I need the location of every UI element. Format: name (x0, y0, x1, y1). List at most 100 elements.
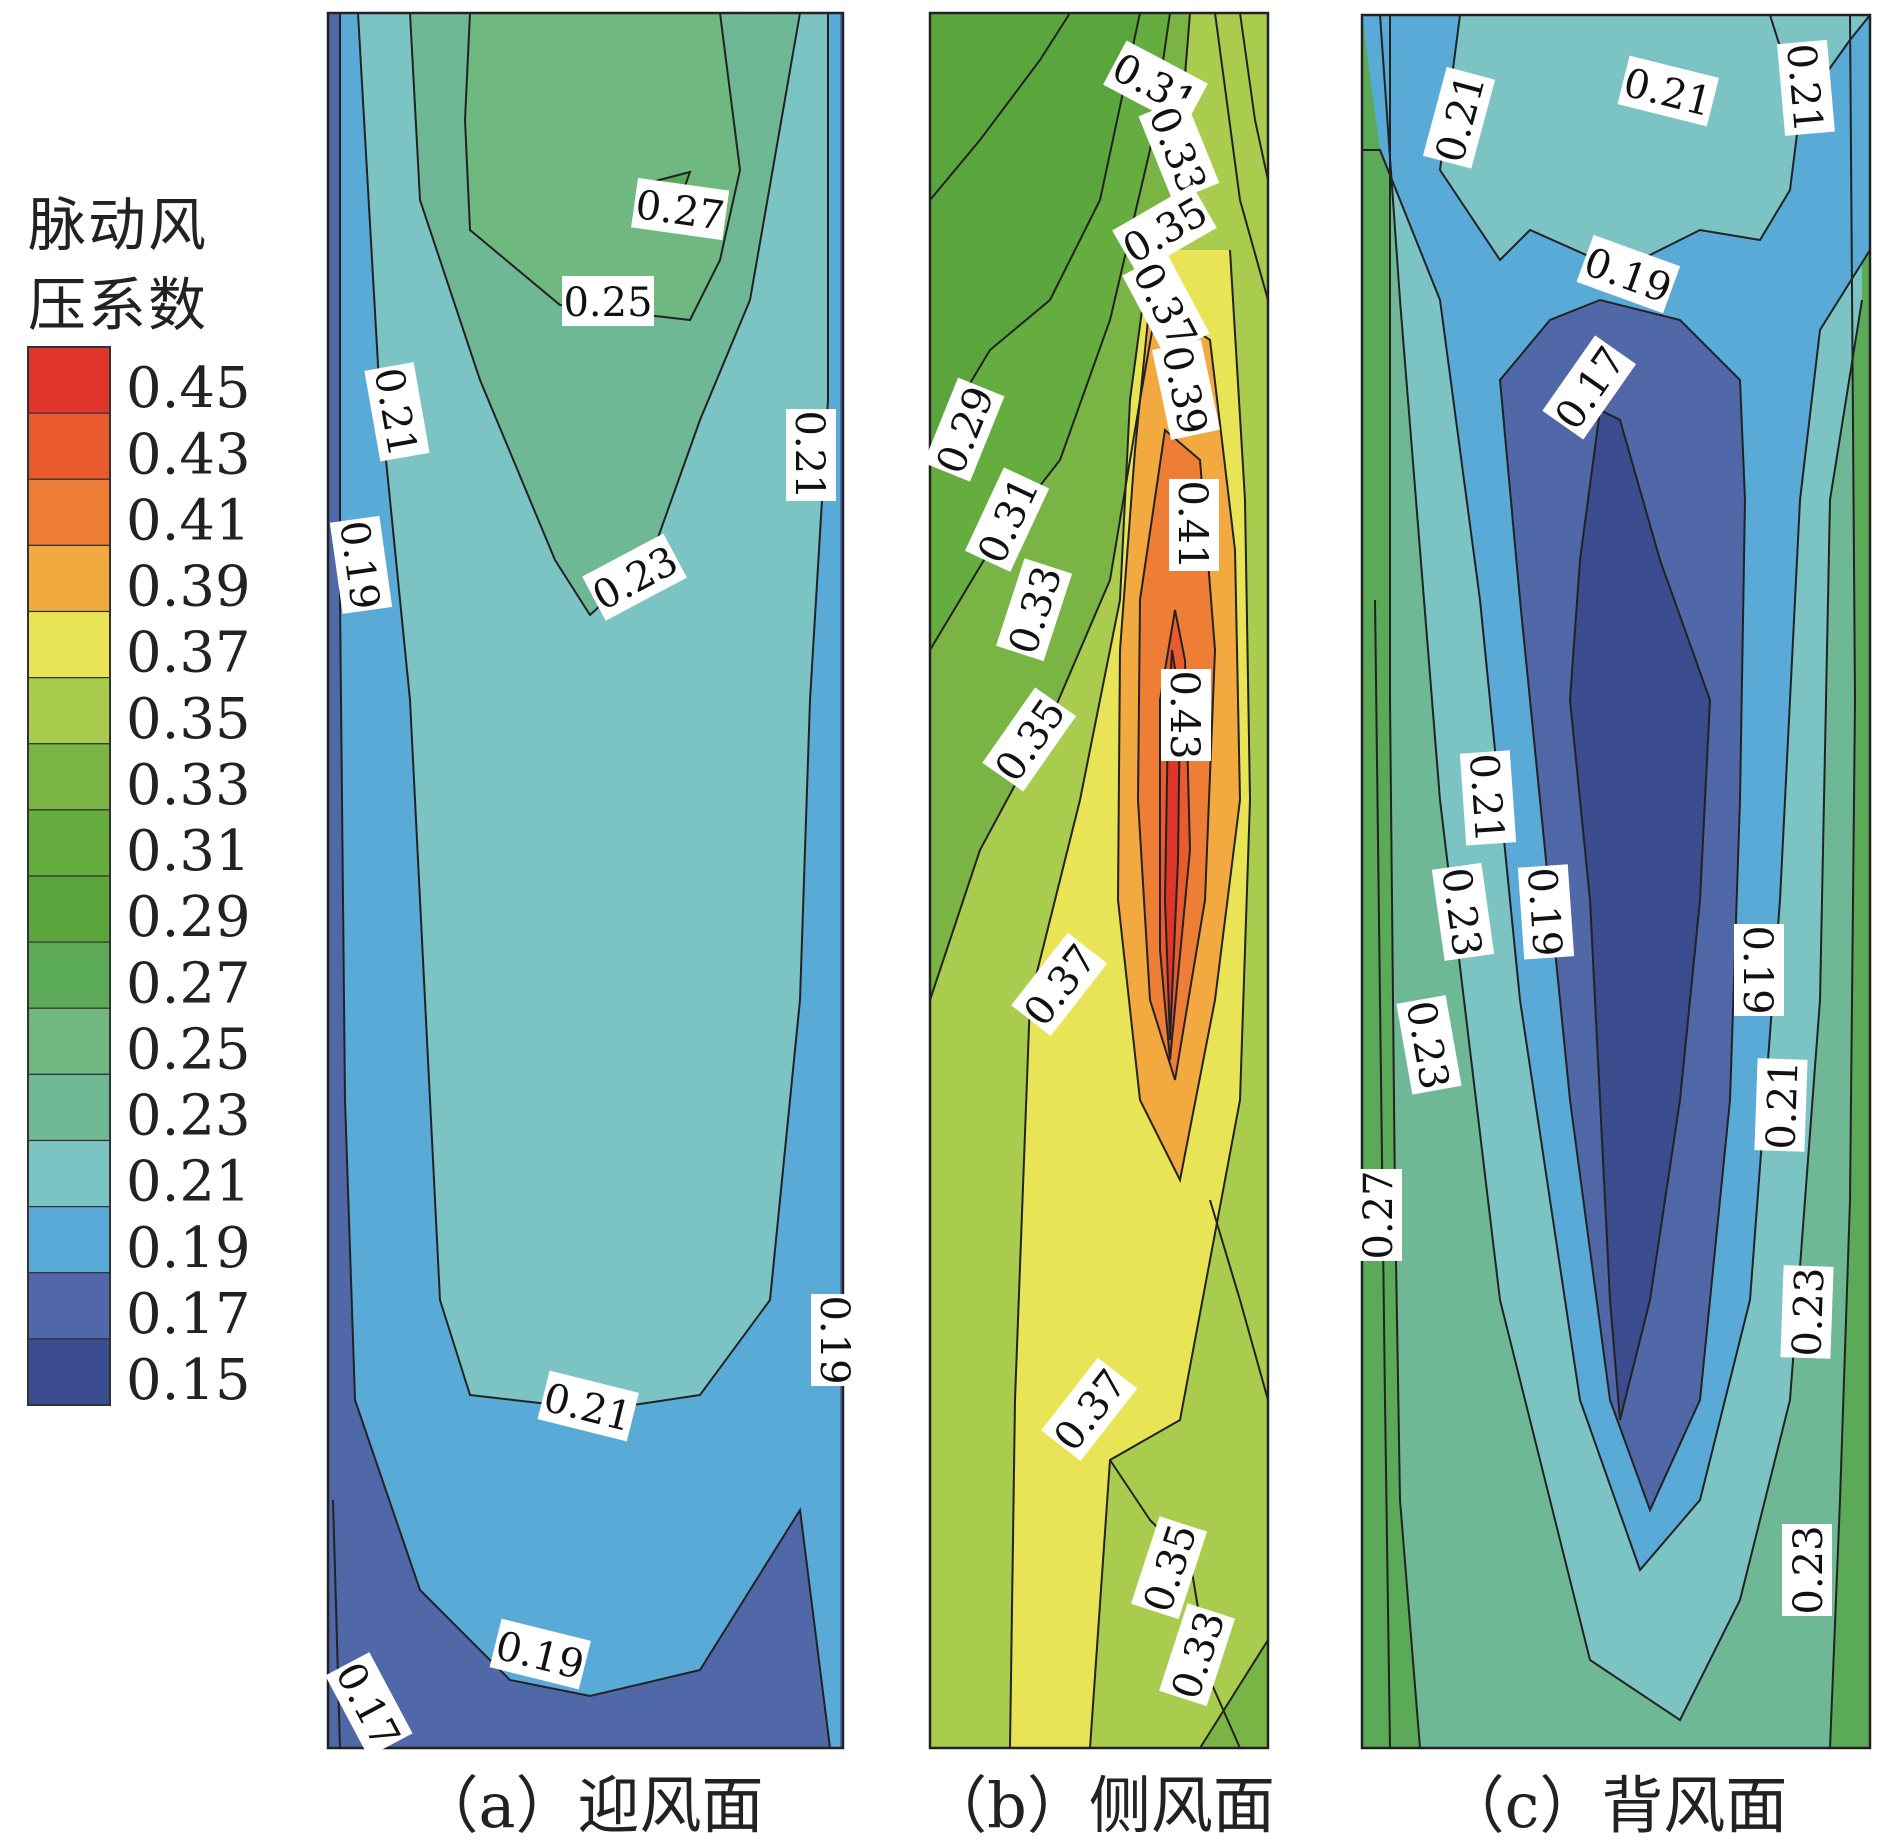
contour-label-bg (1734, 924, 1784, 1016)
contour-label-bg (1517, 864, 1575, 960)
panel-leeward: 0.21 0.21 0.210.190.170.210.23 0.190.190.23… (1352, 13, 1872, 1750)
zone-0.15 (1570, 410, 1710, 1420)
contour-label-bg (631, 177, 730, 241)
panel-a-caption: （a）迎风面 (416, 1769, 764, 1842)
colorbar-tick-label: 0.37 (126, 621, 251, 686)
colorbar-frame (27, 346, 111, 1406)
contour-label-bg (1159, 1603, 1236, 1707)
contour-label-bg (1041, 1357, 1138, 1462)
colorbar-tick-label: 0.19 (126, 1216, 251, 1281)
panel-c-caption: （c）背风面 (1442, 1769, 1788, 1842)
colorbar-swatch (27, 1007, 111, 1075)
contour-label-bg (582, 533, 687, 621)
contour-label: 0.23 (1782, 1524, 1832, 1616)
contour-label-text: 0.19 (1734, 925, 1780, 1014)
colorbar-tick-labels: 0.450.430.410.390.370.350.330.310.290.27… (126, 356, 251, 1413)
colorbar-tick-label: 0.27 (126, 951, 251, 1016)
colorbar-swatch (27, 1206, 111, 1274)
zone-0.25 (465, 13, 740, 320)
contour-label-bg (1422, 66, 1496, 169)
contour-label-bg (325, 1652, 413, 1757)
contour-label-bg (329, 515, 393, 614)
colorbar-swatch (27, 677, 111, 745)
colorbar-tick-label: 0.15 (126, 1348, 251, 1413)
contour-label: 0.19 (1734, 924, 1784, 1016)
contour-label-bg (1138, 97, 1220, 202)
colorbar-swatch (27, 610, 111, 679)
contour-label: 0.41 (1169, 479, 1219, 571)
contour-label-bg (1459, 750, 1517, 846)
colorbar-tick-label: 0.35 (126, 687, 251, 752)
contour-label: 0.23 (1780, 1265, 1834, 1359)
contour-label-bg (1169, 479, 1219, 571)
contour-label-bg (982, 687, 1077, 792)
contour-label-bg (1780, 1265, 1834, 1359)
colorbar-swatches (27, 346, 111, 1406)
panel-b-frame (928, 11, 1270, 1750)
colorbar-tick-label: 0.25 (126, 1017, 251, 1082)
contour-label: 0.19 (811, 1294, 861, 1386)
contour-label-bg (811, 1294, 861, 1386)
contour-label-text: 0.19 (811, 1295, 857, 1384)
contour-label-bg (1131, 1516, 1208, 1620)
contour-label-bg (1576, 234, 1681, 314)
colorbar-tick-label: 0.45 (126, 356, 251, 421)
contour-label-bg (1352, 1169, 1402, 1261)
contour-label-text: 0.23 (1784, 1267, 1833, 1358)
colorbar-swatch (27, 875, 111, 943)
panel-windward: 0.270.250.21 0.210.19 0.230.190.210.190.17 (325, 11, 861, 1757)
contour-label-bg (1542, 335, 1637, 440)
panel-a-frame (326, 11, 845, 1750)
contour-label-bg (1754, 1058, 1808, 1152)
contour-label-bg (1782, 1524, 1832, 1616)
colorbar-tick-label: 0.43 (126, 422, 251, 487)
colorbar-tick-label: 0.29 (126, 885, 251, 950)
colorbar-title-line1: 脉动风 (28, 191, 209, 259)
contour-label-text: 0.41 (1169, 480, 1215, 569)
contour-label-text: 0.43 (1161, 670, 1207, 759)
colorbar-tick-label: 0.33 (126, 753, 251, 818)
colorbar-swatch (27, 346, 111, 414)
contour-label-text: 0.25 (563, 280, 652, 326)
colorbar-tick-label: 0.23 (126, 1084, 251, 1149)
contour-label-text: 0.23 (1786, 1525, 1832, 1614)
contour-label-bg (537, 1370, 639, 1442)
contour-label-bg (1151, 339, 1220, 440)
contour-label-text: 0.21 (1460, 752, 1512, 844)
contour-label: 0.25 (562, 276, 654, 326)
contour-label-bg (1122, 252, 1210, 357)
contour-label-text: 0.21 (1777, 42, 1831, 135)
panel-b-caption: （b）侧风面 (925, 1769, 1275, 1842)
contour-label-bg (1161, 669, 1211, 761)
colorbar-tick-label: 0.31 (126, 819, 251, 884)
colorbar-tick-label: 0.41 (126, 488, 251, 553)
contour-label: 0.43 (1161, 669, 1211, 761)
contour-label-bg (1396, 995, 1462, 1095)
colorbar: 0.450.430.410.390.370.350.330.310.290.27… (27, 346, 251, 1413)
colorbar-swatch (27, 1139, 111, 1208)
contour-label-bg (1431, 862, 1495, 961)
colorbar-swatch (27, 1338, 111, 1406)
panel-c-frame (1360, 13, 1872, 1750)
contour-label-bg (786, 409, 836, 501)
colorbar-tick-label: 0.39 (126, 555, 251, 620)
colorbar-title-line2: 压系数 (28, 271, 209, 339)
contour-label: 0.21 (1777, 39, 1835, 136)
colorbar-tick-label: 0.17 (126, 1282, 251, 1347)
contour-label-text: 0.19 (1518, 866, 1570, 958)
panel-crosswind: 0.310.330.350.370.390.290.31 0.410.330.43… (923, 11, 1270, 1750)
contour-label: 0.21 (1754, 1058, 1808, 1152)
colorbar-swatch (27, 1073, 111, 1142)
contour-label-text: 0.21 (786, 410, 832, 499)
contour-label-bg (1011, 932, 1108, 1037)
contour-label: 0.21 (786, 409, 836, 501)
contour-label-bg (1777, 39, 1835, 136)
colorbar-swatch (27, 941, 111, 1009)
colorbar-swatch (27, 1272, 111, 1340)
colorbar-swatch (27, 412, 111, 480)
colorbar-swatch (27, 743, 111, 811)
contour-label-bg (1112, 184, 1217, 274)
contour-label-text: 0.21 (1758, 1060, 1807, 1151)
